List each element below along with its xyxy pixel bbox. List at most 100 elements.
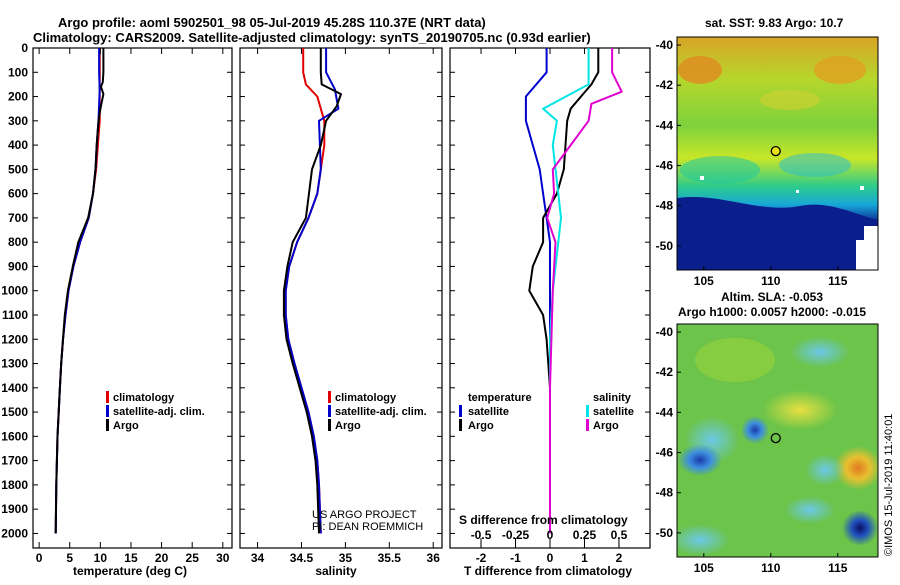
x-tick-label: 36 (427, 551, 441, 565)
depth-tick-label: 1200 (1, 332, 28, 346)
secondary-tick-label: 0 (547, 528, 554, 542)
temperature-x-ticks: 0 5 10 15 20 25 30 (33, 47, 232, 565)
legend-swatch-argo (328, 419, 331, 431)
x-tick-label: 0 (36, 551, 43, 565)
depth-tick-label: 1600 (1, 429, 28, 443)
legend-swatch-s-argo (586, 419, 589, 431)
sla-map-image (677, 324, 878, 557)
legend-label-climatology: climatology (335, 392, 397, 404)
legend-swatch-climatology (328, 391, 331, 403)
legend-swatch-satellite (106, 405, 109, 417)
temperature-legend: climatology satellite-adj. clim. Argo (106, 391, 205, 432)
series-line-salinity-argo (546, 48, 623, 534)
lat-tick-label: -50 (656, 239, 674, 253)
lat-tick-label: -46 (656, 159, 674, 173)
legend-swatch-t-argo (459, 419, 462, 431)
depth-tick-label: 900 (8, 259, 28, 273)
sla-map-title: Altim. SLA: -0.053 (721, 290, 823, 304)
x-tick-label: 20 (155, 551, 169, 565)
depth-tick-label: 800 (8, 235, 28, 249)
legend-label-t-argo: Argo (468, 420, 494, 432)
credit-line2: PI: DEAN ROEMMICH (312, 521, 423, 533)
legend-label-s-argo: Argo (593, 420, 619, 432)
legend-label-satellite: satellite-adj. clim. (113, 406, 205, 418)
depth-tick-label: 1900 (1, 502, 28, 516)
figure-title-line1: Argo profile: aoml 5902501_98 05-Jul-201… (58, 15, 486, 30)
x-tick-label: -2 (476, 551, 487, 565)
depth-tick-label: 1500 (1, 405, 28, 419)
sst-lon-ticks: 105 110 115 (694, 266, 848, 288)
secondary-tick-label: -0.5 (471, 528, 492, 542)
legend-title-salinity: salinity (593, 392, 632, 404)
legend-label-satellite: satellite-adj. clim. (335, 406, 427, 418)
lat-tick-label: -44 (656, 118, 674, 132)
x-tick-label: 35.5 (378, 551, 402, 565)
depth-tick-label: 1100 (2, 308, 28, 322)
lon-tick-label: 110 (761, 561, 781, 575)
difference-marks (524, 48, 623, 534)
legend-label-t-satellite: satellite (468, 406, 509, 418)
legend-title-temperature: temperature (468, 392, 532, 404)
difference-x-ticks: -2 -1 0 1 2 (450, 47, 650, 565)
legend-swatch-climatology (106, 391, 109, 403)
legend-label-argo: Argo (113, 420, 139, 432)
depth-tick-label: 400 (8, 138, 28, 152)
temperature-marks (54, 48, 105, 534)
series-line-satellite-adj-clim- (284, 48, 340, 534)
secondary-tick-label: 0.5 (611, 528, 628, 542)
difference-secondary-ticks: -0.5 -0.25 0 0.25 0.5 (471, 528, 628, 548)
legend-swatch-argo (106, 419, 109, 431)
difference-x-label: T difference from climatology (464, 564, 632, 578)
x-tick-label: 35 (339, 551, 353, 565)
salinity-marks (282, 48, 342, 534)
x-tick-label: 30 (216, 551, 230, 565)
salinity-x-label: salinity (315, 564, 357, 578)
x-tick-label: -1 (510, 551, 521, 565)
lon-tick-label: 105 (694, 561, 714, 575)
x-tick-label: 1 (581, 551, 588, 565)
lat-tick-label: -44 (656, 405, 674, 419)
depth-tick-label: 200 (8, 90, 28, 104)
depth-tick-label: 1800 (1, 478, 28, 492)
legend-label-climatology: climatology (113, 392, 175, 404)
lat-tick-label: -42 (656, 365, 674, 379)
lat-tick-label: -48 (656, 486, 674, 500)
salinity-legend: climatology satellite-adj. clim. Argo (328, 391, 427, 432)
depth-tick-label: 1700 (1, 454, 28, 468)
timestamp: ©IMOS 15-Jul-2019 11:40:01 (883, 414, 895, 556)
sst-map-title: sat. SST: 9.83 Argo: 10.7 (705, 16, 844, 30)
difference-legend: temperature satellite Argo salinity sate… (459, 392, 634, 432)
series-line-climatology (54, 48, 101, 534)
depth-tick-label: 0 (21, 41, 28, 55)
credit-line1: US ARGO PROJECT (312, 509, 417, 521)
lat-tick-label: -48 (656, 199, 674, 213)
series-line-satellite-adj-clim- (54, 48, 101, 534)
depth-tick-label: 300 (8, 114, 28, 128)
lat-tick-label: -46 (656, 446, 674, 460)
depth-tick-label: 2000 (1, 526, 28, 540)
depth-tick-label: 100 (8, 65, 28, 79)
s-difference-label: S difference from climatology (459, 513, 628, 527)
x-tick-label: 34 (251, 551, 265, 565)
sst-map-frame (676, 36, 879, 271)
depth-tick-label: 1400 (1, 381, 28, 395)
x-tick-label: 2 (616, 551, 623, 565)
lon-tick-label: 115 (828, 274, 848, 288)
sla-lon-ticks: 105 110 115 (694, 553, 848, 575)
series-line-argo (54, 48, 105, 534)
temperature-panel-frame (32, 47, 233, 549)
lon-tick-label: 115 (828, 561, 848, 575)
sla-map-panel: Altim. SLA: -0.053 Argo h1000: 0.0057 h2… (656, 290, 879, 575)
lat-tick-label: -40 (656, 325, 674, 339)
lon-tick-label: 105 (694, 274, 714, 288)
salinity-panel-frame (239, 47, 443, 549)
float-location-marker (770, 145, 781, 157)
series-line-argo (282, 48, 342, 534)
legend-label-s-satellite: satellite (593, 406, 634, 418)
x-tick-label: 0 (547, 551, 554, 565)
sst-map-image (677, 37, 878, 270)
lat-tick-label: -42 (656, 78, 674, 92)
depth-axis: 0 100 200 300 400 500 600 700 800 900 1000 1100 1200… (1, 41, 28, 540)
